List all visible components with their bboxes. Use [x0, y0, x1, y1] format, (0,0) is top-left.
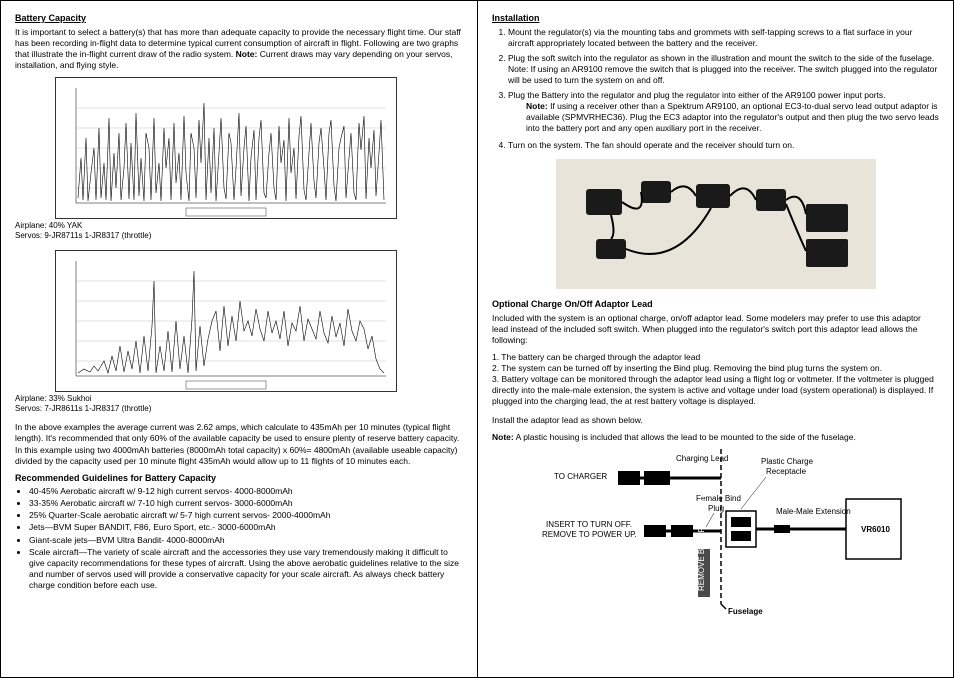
battery-intro: It is important to select a battery(s) t… — [15, 27, 463, 71]
install-lead: Install the adaptor lead as shown below. — [492, 415, 939, 426]
insert-off-label: INSERT TO TURN OFF. — [546, 520, 632, 529]
remove-flight-label: REMOVE BEFORE FLIGHT — [697, 491, 706, 592]
male-ext-label: Male-Male Extension — [776, 507, 851, 516]
optional-item: 3. Battery voltage can be monitored thro… — [492, 374, 939, 407]
optional-item: 2. The system can be turned off by inser… — [492, 363, 939, 374]
chart-1-caption: Airplane: 40% YAK Servos: 9-JR8711s 1-JR… — [15, 221, 463, 242]
guideline-item: Jets—BVM Super BANDIT, F86, Euro Sport, … — [29, 522, 463, 533]
right-page: Installation Mount the regulator(s) via … — [477, 0, 954, 678]
fuselage-label: Fuselage — [728, 607, 763, 616]
wiring-photo — [556, 159, 876, 289]
female-bind-label2: Plug — [708, 504, 724, 513]
step3-note-text: If using a receiver other than a Spektru… — [526, 101, 939, 133]
plastic-recept-label: Plastic Charge — [761, 457, 814, 466]
guideline-item: 40-45% Aerobatic aircraft w/ 9-12 high c… — [29, 486, 463, 497]
housing-note: Note: A plastic housing is included that… — [492, 432, 939, 443]
note-label: Note: — [492, 432, 514, 442]
plastic-recept-label2: Receptacle — [766, 467, 807, 476]
install-step: Plug the soft switch into the regulator … — [508, 53, 939, 86]
charging-lead-label: Charging Lead — [676, 454, 728, 463]
battery-capacity-heading: Battery Capacity — [15, 13, 463, 25]
guidelines-list: 40-45% Aerobatic aircraft w/ 9-12 high c… — [15, 486, 463, 590]
chart-1 — [55, 77, 397, 219]
guidelines-heading: Recommended Guidelines for Battery Capac… — [15, 473, 463, 485]
guideline-item: Scale aircraft—The variety of scale airc… — [29, 547, 463, 591]
step3-note: Note: If using a receiver other than a S… — [526, 101, 939, 134]
optional-list: 1. The battery can be charged through th… — [492, 352, 939, 407]
chart-2-caption: Airplane: 33% Sukhoi Servos: 7-JR8611s 1… — [15, 394, 463, 415]
wiring-diagram-svg: Charging Lead TO CHARGER Plastic Charge … — [526, 449, 906, 619]
left-page: Battery Capacity It is important to sele… — [0, 0, 477, 678]
install-steps: Mount the regulator(s) via the mounting … — [492, 27, 939, 151]
install-step: Mount the regulator(s) via the mounting … — [508, 27, 939, 49]
chart-2 — [55, 250, 397, 392]
optional-heading: Optional Charge On/Off Adaptor Lead — [492, 299, 939, 311]
chart2-line2: Servos: 7-JR8611s 1-JR8317 (throttle) — [15, 404, 463, 414]
remove-on-label: REMOVE TO POWER UP. — [542, 530, 637, 539]
note-label: Note: — [526, 101, 548, 111]
optional-item: 1. The battery can be charged through th… — [492, 352, 939, 363]
chart1-line1: Airplane: 40% YAK — [15, 221, 463, 231]
analysis-text: In the above examples the average curren… — [15, 422, 463, 466]
housing-note-text: A plastic housing is included that allow… — [514, 432, 856, 442]
chart1-line2: Servos: 9-JR8711s 1-JR8317 (throttle) — [15, 231, 463, 241]
wiring-photo-svg — [556, 159, 876, 289]
step3-text: Plug the Battery into the regulator and … — [508, 90, 886, 100]
guideline-item: Giant-scale jets—BVM Ultra Bandit- 4000-… — [29, 535, 463, 546]
guideline-item: 25% Quarter-Scale aerobatic aircraft w/ … — [29, 510, 463, 521]
chart-2-svg — [56, 251, 396, 391]
install-step: Turn on the system. The fan should opera… — [508, 140, 939, 151]
chart-1-svg — [56, 78, 396, 218]
to-charger-label: TO CHARGER — [554, 472, 607, 481]
vr6010-label: VR6010 — [861, 525, 890, 534]
install-step: Plug the Battery into the regulator and … — [508, 90, 939, 134]
optional-intro: Included with the system is an optional … — [492, 313, 939, 346]
note-label: Note: — [236, 49, 258, 59]
wiring-diagram: Charging Lead TO CHARGER Plastic Charge … — [526, 449, 906, 619]
chart2-line1: Airplane: 33% Sukhoi — [15, 394, 463, 404]
guideline-item: 33-35% Aerobatic aircraft w/ 7-10 high c… — [29, 498, 463, 509]
installation-heading: Installation — [492, 13, 939, 25]
